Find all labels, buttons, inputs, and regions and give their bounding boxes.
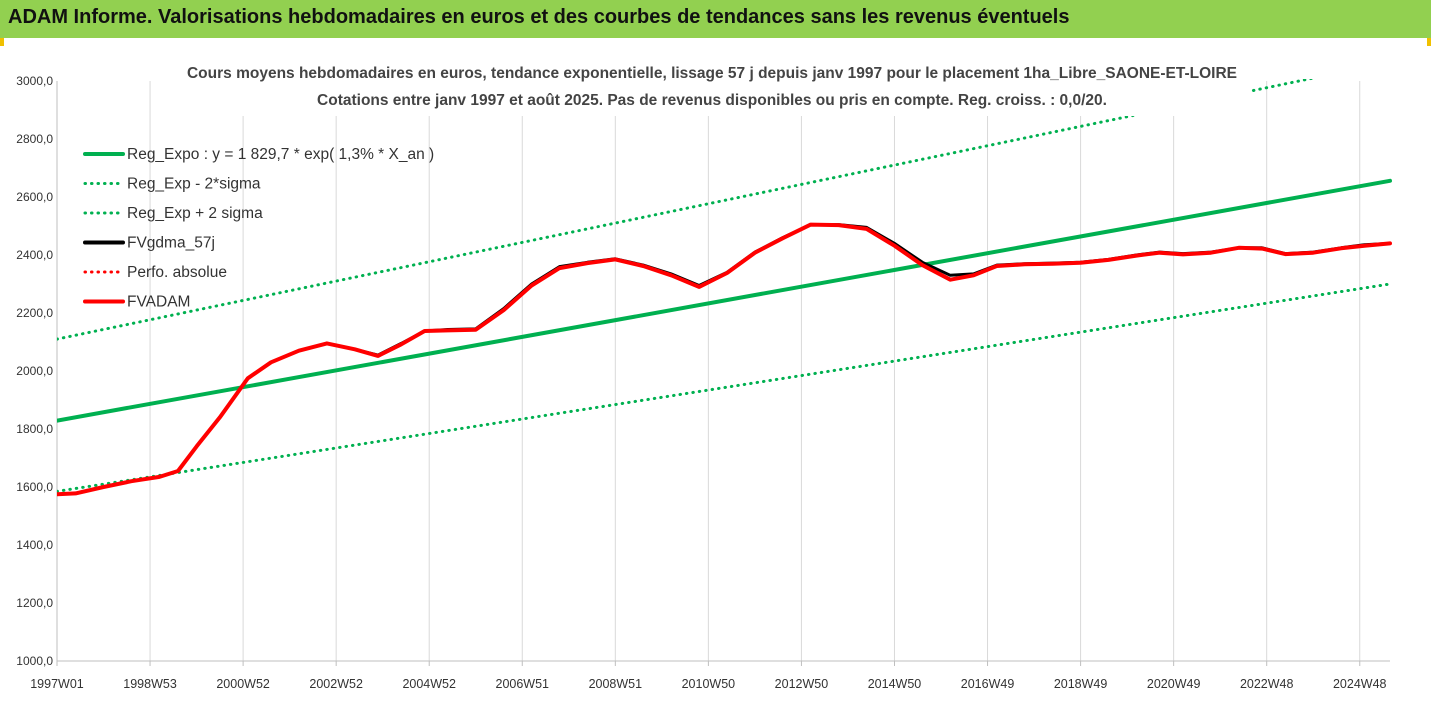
x-tick-label: 2020W49	[1147, 677, 1201, 691]
x-tick-label: 2002W52	[309, 677, 363, 691]
y-tick-label: 2600,0	[16, 190, 53, 204]
y-tick-label: 1000,0	[16, 654, 53, 668]
x-tick-label: 2000W52	[216, 677, 270, 691]
x-tick-label: 2014W50	[868, 677, 922, 691]
y-tick-label: 2000,0	[16, 364, 53, 378]
x-tick-label: 1998W53	[123, 677, 177, 691]
chart-subtitle: Cotations entre janv 1997 et août 2025. …	[317, 92, 1107, 109]
y-tick-label: 3000,0	[16, 74, 53, 88]
corner-marker-left	[0, 38, 4, 46]
x-tick-label: 2016W49	[961, 677, 1015, 691]
x-tick-label: 2022W48	[1240, 677, 1294, 691]
x-tick-label: 2012W50	[775, 677, 829, 691]
legend-label: Perfo. absolue	[127, 264, 227, 281]
y-tick-label: 1600,0	[16, 480, 53, 494]
title-banner: ADAM Informe. Valorisations hebdomadaire…	[0, 0, 1431, 38]
series-line-1	[57, 282, 1392, 493]
corner-marker-right	[1427, 38, 1431, 46]
x-tick-label: 2004W52	[402, 677, 456, 691]
chart-title-backdrop	[170, 58, 1250, 116]
y-tick-label: 2400,0	[16, 248, 53, 262]
chart-area: 1997W01 1998W53 2000W52 2002W52 2004W52 2006W…	[0, 38, 1431, 718]
chart-title: Cours moyens hebdomadaires en euros, ten…	[187, 65, 1237, 82]
legend-label: Reg_Exp - 2*sigma	[127, 176, 261, 193]
x-tick-label: 2024W48	[1333, 677, 1387, 691]
legend-label: Reg_Exp + 2 sigma	[127, 205, 263, 222]
legend-label: FVADAM	[127, 294, 190, 311]
x-tick-label: 2018W49	[1054, 677, 1108, 691]
y-tick-label: 2800,0	[16, 132, 53, 146]
series-line-2	[57, 79, 1317, 341]
x-tick-label: 2010W50	[682, 677, 736, 691]
series-line-0	[57, 178, 1392, 423]
x-tick-label: 1997W01	[30, 677, 84, 691]
legend-label: FVgdma_57j	[127, 235, 215, 252]
y-tick-label: 1200,0	[16, 596, 53, 610]
series-line-3	[57, 223, 1392, 496]
banner-title: ADAM Informe. Valorisations hebdomadaire…	[8, 6, 1070, 28]
x-tick-label: 2006W51	[496, 677, 550, 691]
y-tick-label: 1800,0	[16, 422, 53, 436]
y-tick-label: 2200,0	[16, 306, 53, 320]
series-line-5	[57, 222, 1392, 497]
line-chart: 1997W01 1998W53 2000W52 2002W52 2004W52 2006W…	[16, 58, 1392, 691]
legend-label: Reg_Expo : y = 1 829,7 * exp( 1,3% * X_a…	[127, 146, 434, 163]
y-tick-label: 1400,0	[16, 538, 53, 552]
x-tick-label: 2008W51	[589, 677, 643, 691]
